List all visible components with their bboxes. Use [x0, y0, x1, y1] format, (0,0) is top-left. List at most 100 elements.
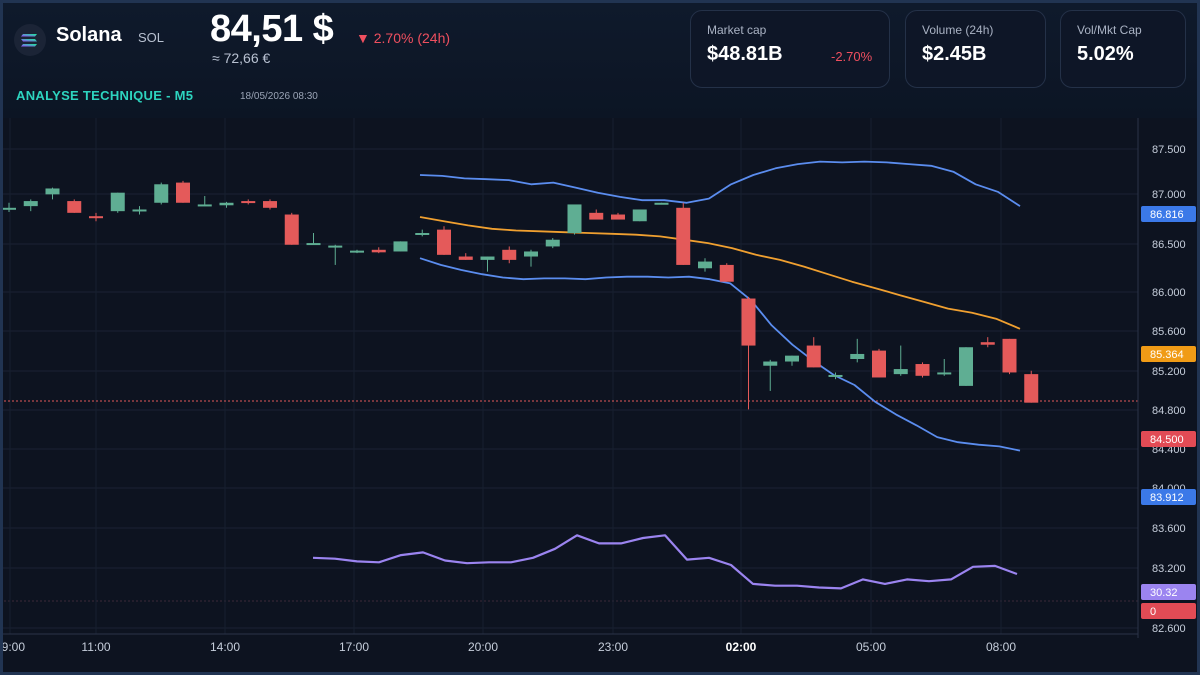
candle	[502, 246, 517, 264]
candle	[89, 212, 103, 222]
candle	[415, 229, 430, 237]
candle	[741, 296, 756, 410]
analysis-label: ANALYSE TECHNIQUE - M5	[16, 88, 194, 103]
candle-body	[480, 256, 495, 260]
vol-mkt-cap-value: 5.02%	[1077, 43, 1134, 65]
candle	[23, 199, 38, 212]
candle-body	[1002, 338, 1017, 373]
price-label-last-price: 84.500	[1141, 431, 1196, 447]
candle	[393, 241, 408, 252]
market-cap-change: -2.70%	[831, 49, 873, 64]
x-tick-label: 23:00	[598, 640, 628, 654]
candle	[480, 256, 495, 272]
candle	[785, 355, 799, 366]
candle-body	[306, 243, 321, 246]
candle	[1024, 370, 1039, 403]
solana-logo-icon	[14, 24, 46, 56]
x-tick-label: 20:00	[468, 640, 498, 654]
candle	[371, 247, 386, 254]
price-chart[interactable]: 87.500 87.000 86.500 86.000 85.600 85.200 84.8…	[0, 118, 1200, 675]
header: Solana SOL 84,51 $ ▼ 2.70% (24h) ≈ 72,66…	[0, 0, 1200, 118]
candle	[219, 201, 234, 208]
candle-body	[241, 201, 256, 204]
x-axis: 09:00 11:00 14:00 17:00 20:00 23:00 02:00 05:00…	[0, 633, 1138, 654]
rsi-line	[312, 534, 1018, 590]
candle-body	[611, 214, 625, 220]
y-tick-label: 86.000	[1152, 287, 1186, 299]
candle-body	[23, 201, 38, 207]
candle	[654, 202, 669, 205]
x-tick-label: 17:00	[339, 640, 369, 654]
candle	[67, 199, 82, 213]
candle	[632, 209, 647, 222]
candle	[893, 345, 908, 376]
candle-body	[937, 372, 952, 375]
candle	[589, 209, 604, 220]
candle	[980, 337, 995, 348]
price-usd: 84,51 $	[210, 8, 334, 50]
candle	[676, 202, 691, 265]
candle-body	[632, 209, 647, 222]
candle	[763, 359, 778, 391]
candle	[176, 180, 190, 203]
chart-grid	[0, 118, 1138, 634]
candle-body	[806, 345, 821, 368]
candle	[132, 206, 147, 215]
price-labels: 86.816 85.364 84.500 83.912 30.32 0	[1141, 206, 1196, 619]
candle-body	[502, 249, 517, 260]
candle-body	[110, 192, 125, 212]
candle	[698, 258, 712, 272]
price-label-bg	[1141, 603, 1196, 619]
y-tick-label: 85.600	[1152, 326, 1186, 338]
candle-body	[132, 209, 147, 212]
y-tick-label: 84.800	[1152, 405, 1186, 417]
price-label-text: 85.364	[1150, 349, 1184, 361]
candle-body	[893, 369, 908, 375]
candle-body	[719, 264, 734, 282]
price-label-bg	[1141, 584, 1196, 600]
candle	[719, 263, 734, 282]
candle	[545, 238, 560, 249]
candle-body	[89, 216, 103, 219]
price-label-rsi: 30.32	[1141, 584, 1196, 600]
candle-body	[785, 355, 799, 362]
x-tick-label: 09:00	[0, 640, 25, 654]
candle	[1002, 338, 1017, 375]
candle-body	[1024, 374, 1039, 403]
y-tick-label: 82.600	[1152, 623, 1186, 635]
candle-body	[176, 182, 190, 203]
candle-body	[741, 298, 756, 346]
price-label-bg	[1141, 346, 1196, 362]
candlesticks	[2, 180, 1039, 410]
volume-card: Volume (24h) $2.45B	[905, 10, 1046, 88]
volume-label: Volume (24h)	[922, 23, 994, 37]
candle-body	[415, 233, 430, 235]
price-label-bg	[1141, 431, 1196, 447]
candle-body	[850, 353, 865, 359]
price-label-lower-band: 83.912	[1141, 489, 1196, 505]
x-tick-label: 14:00	[210, 640, 240, 654]
bollinger-upper-line	[419, 160, 1021, 207]
price-label-zero-line: 0	[1141, 603, 1196, 619]
candle	[197, 196, 212, 207]
candle	[284, 212, 299, 245]
candle-body	[45, 188, 60, 195]
candle-body	[219, 202, 234, 206]
candle	[458, 253, 473, 260]
bollinger-bands	[419, 160, 1021, 452]
candle	[959, 347, 973, 386]
candle-body	[263, 201, 277, 208]
x-tick-label: 11:00	[81, 640, 110, 654]
candle-body	[524, 251, 538, 257]
candle	[915, 362, 930, 378]
candle-body	[980, 342, 995, 345]
y-tick-label: 87.500	[1152, 144, 1186, 156]
candle-body	[284, 214, 299, 245]
market-cap-label: Market cap	[707, 23, 767, 37]
price-label-text: 84.500	[1150, 434, 1184, 446]
candle	[611, 212, 625, 220]
candle	[263, 199, 277, 210]
candle	[350, 249, 364, 254]
candle	[306, 233, 321, 246]
candle-body	[676, 207, 691, 265]
